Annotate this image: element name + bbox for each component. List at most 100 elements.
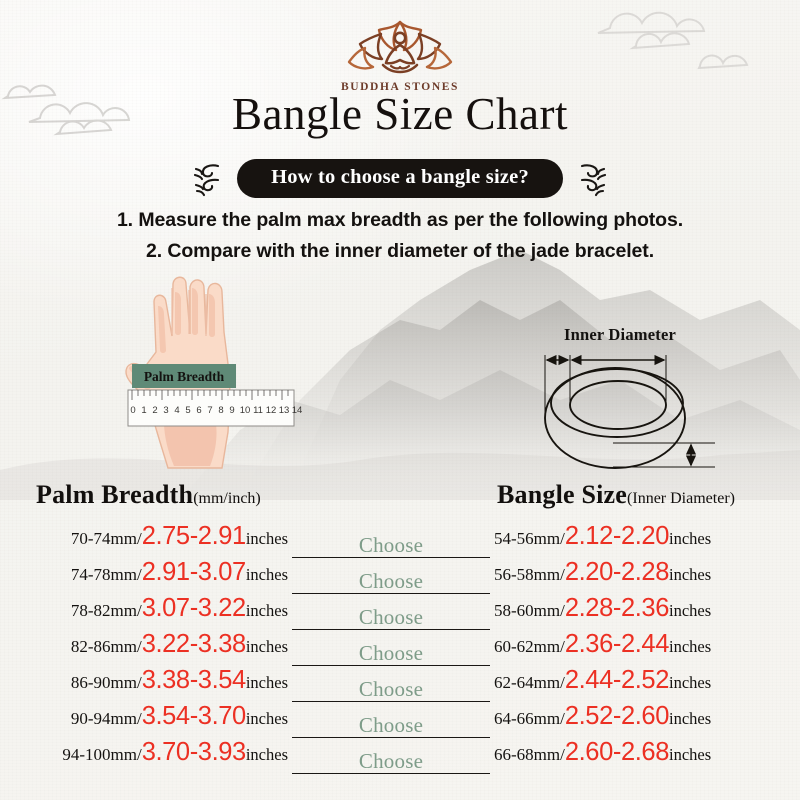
table-row: 54-56mm/2.12-2.20 inches: [494, 522, 794, 560]
table-row: 64-66mm/2.52-2.60 inches: [494, 703, 794, 740]
bangle-mm-value: 54-56mm/: [494, 529, 565, 548]
choose-slot[interactable]: Choose: [292, 524, 490, 560]
page-title: Bangle Size Chart: [232, 89, 568, 139]
choose-label: Choose: [358, 533, 424, 557]
choose-label: Choose: [358, 641, 424, 665]
choose-slot[interactable]: Choose: [292, 632, 490, 668]
palm-inch-value: 3.54-3.70: [141, 702, 247, 730]
svg-text:0: 0: [130, 405, 135, 416]
choose-slot[interactable]: Choose: [292, 560, 490, 596]
table-row: 90-94mm/3.54-3.70 inches: [22, 702, 290, 740]
palm-unit-label: inches: [245, 709, 288, 728]
palm-mm-value: 78-82mm/: [70, 601, 142, 620]
choose-label: Choose: [358, 605, 424, 629]
table-row: 66-68mm/2.60-2.68 inches: [494, 738, 794, 776]
lotus-meditation-logo-icon: [347, 20, 453, 74]
choose-slot[interactable]: Choose: [292, 668, 490, 704]
choose-slot[interactable]: Choose: [292, 704, 490, 740]
table-row: 56-58mm/2.20-2.28 inches: [494, 559, 794, 596]
table-row: 82-86mm/3.22-3.38 inches: [22, 630, 290, 668]
bangle-unit-label: inches: [669, 745, 712, 764]
choose-underline: [292, 736, 490, 738]
palm-inch-value: 3.07-3.22: [141, 594, 247, 622]
instruction-step-2: 2. Compare with the inner diameter of th…: [145, 240, 655, 262]
subtitle-banner: How to choose a bangle size?: [0, 158, 800, 198]
palm-inch-value: 2.75-2.91: [141, 522, 247, 550]
svg-text:1: 1: [141, 405, 146, 416]
instructions: 1. Measure the palm max breadth as per t…: [0, 205, 800, 267]
bangle-unit-label: inches: [669, 601, 712, 620]
choose-slot[interactable]: Choose: [292, 740, 490, 776]
bangle-mm-value: 62-64mm/: [494, 673, 565, 692]
swirl-ornament-left-icon: [194, 164, 220, 197]
svg-text:11: 11: [253, 405, 263, 416]
palm-breadth-heading: Palm Breadth(mm/inch): [36, 480, 261, 510]
table-row: 78-82mm/3.07-3.22 inches: [22, 594, 290, 632]
palm-breadth-label-text: Palm Breadth: [144, 369, 225, 384]
palm-inch-value: 3.70-3.93: [141, 738, 247, 766]
choose-underline: [292, 700, 490, 702]
choose-underline: [292, 628, 490, 630]
choose-underline: [292, 592, 490, 594]
bangle-mm-value: 56-58mm/: [494, 565, 565, 584]
table-row: 62-64mm/2.44-2.52 inches: [494, 666, 794, 704]
bangle-unit-label: inches: [669, 637, 712, 656]
bangle-inch-value: 2.36-2.44: [564, 630, 670, 658]
table-row: 74-78mm/2.91-3.07 inches: [22, 558, 290, 596]
bangle-size-heading-main: Bangle Size: [497, 480, 628, 509]
svg-text:13: 13: [279, 405, 290, 416]
bangle-mm-value: 58-60mm/: [494, 601, 565, 620]
palm-unit-label: inches: [245, 673, 288, 692]
palm-breadth-heading-sub: (mm/inch): [193, 490, 261, 507]
palm-breadth-column: 70-74mm/2.75-2.91 inches 74-78mm/2.91-3.0…: [22, 522, 290, 776]
palm-mm-value: 82-86mm/: [70, 637, 142, 656]
bangle-mm-value: 66-68mm/: [494, 745, 565, 764]
palm-unit-label: inches: [245, 637, 288, 656]
palm-inch-value: 3.38-3.54: [141, 666, 247, 694]
bangle-inch-value: 2.28-2.36: [564, 594, 670, 622]
table-row: 86-90mm/3.38-3.54 inches: [22, 666, 290, 704]
choose-label: Choose: [358, 713, 424, 737]
choose-column: Choose Choose Choose Choose Choose Choos…: [292, 524, 490, 776]
palm-unit-label: inches: [245, 529, 288, 548]
bangle-unit-label: inches: [669, 565, 712, 584]
table-row: 60-62mm/2.36-2.44 inches: [494, 630, 794, 668]
palm-mm-value: 90-94mm/: [70, 709, 142, 728]
table-row: 70-74mm/2.75-2.91 inches: [22, 522, 290, 560]
svg-text:14: 14: [292, 405, 303, 416]
choose-label: Choose: [358, 749, 424, 773]
palm-breadth-label-bg: [132, 364, 236, 388]
choose-label: Choose: [358, 569, 424, 593]
palm-mm-value: 74-78mm/: [70, 565, 142, 584]
bangle-unit-label: inches: [669, 529, 712, 548]
palm-unit-label: inches: [245, 565, 288, 584]
svg-text:6: 6: [196, 405, 201, 416]
bangle-measurement-diagram: Inner Diameter: [505, 325, 735, 480]
palm-mm-value: 86-90mm/: [70, 673, 142, 692]
bangle-inch-value: 2.44-2.52: [564, 666, 670, 694]
svg-text:12: 12: [266, 405, 277, 416]
choose-label: Choose: [358, 677, 424, 701]
palm-mm-value: 94-100mm/: [62, 745, 142, 764]
palm-unit-label: inches: [245, 601, 288, 620]
palm-mm-value: 70-74mm/: [70, 529, 142, 548]
choose-slot[interactable]: Choose: [292, 596, 490, 632]
instruction-step-1: 1. Measure the palm max breadth as per t…: [116, 209, 684, 231]
bangle-inch-value: 2.12-2.20: [564, 522, 670, 550]
svg-text:10: 10: [240, 405, 251, 416]
svg-text:5: 5: [185, 405, 190, 416]
palm-inch-value: 3.22-3.38: [141, 630, 247, 658]
svg-text:4: 4: [174, 405, 179, 416]
bangle-unit-label: inches: [669, 709, 712, 728]
palm-breadth-heading-main: Palm Breadth: [36, 480, 194, 509]
inner-diameter-label: Inner Diameter: [563, 325, 676, 344]
bangle-inch-value: 2.60-2.68: [564, 738, 670, 766]
swirl-ornament-right-icon: [580, 164, 606, 197]
table-row: 94-100mm/3.70-3.93 inches: [22, 738, 290, 776]
choose-underline: [292, 664, 490, 666]
table-row: 58-60mm/2.28-2.36 inches: [494, 594, 794, 632]
palm-inch-value: 2.91-3.07: [141, 558, 247, 586]
